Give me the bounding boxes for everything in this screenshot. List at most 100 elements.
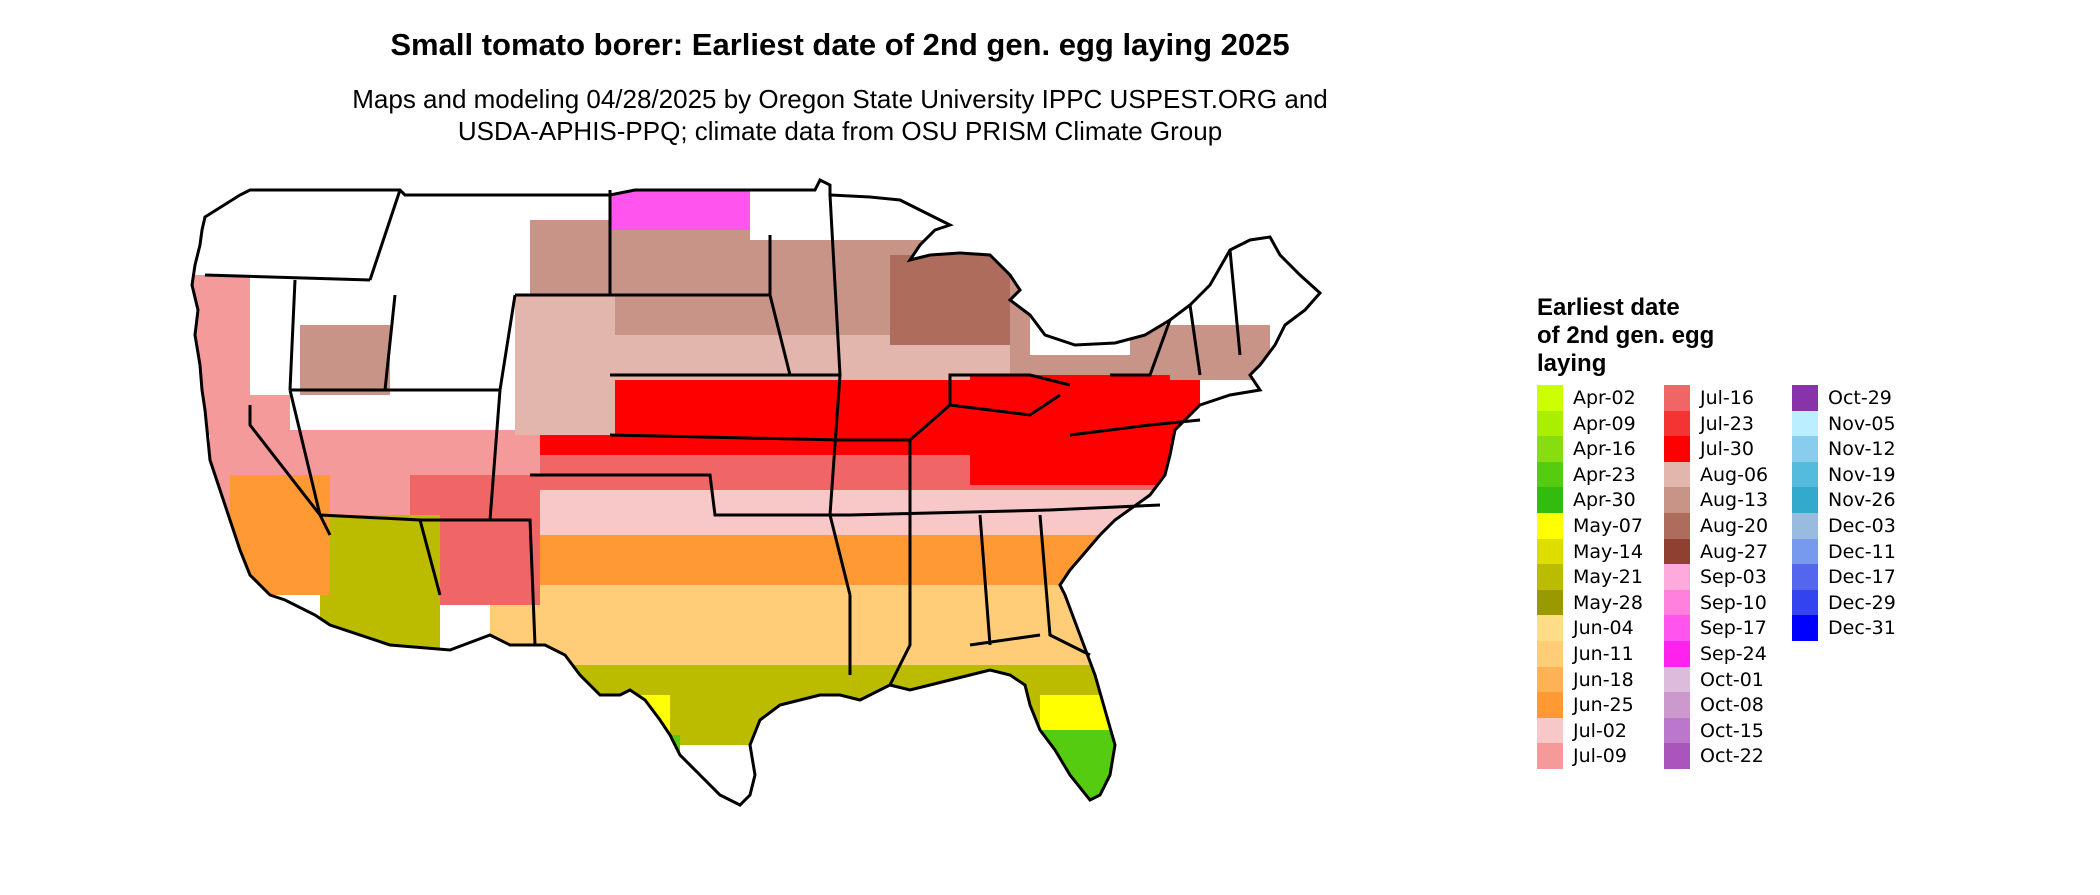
legend-swatch	[1792, 436, 1818, 462]
legend-swatch	[1664, 717, 1690, 744]
legend-swatch	[1664, 743, 1690, 769]
legend-label: Oct-15	[1700, 719, 1764, 742]
legend-item: Nov-12	[1792, 436, 1912, 462]
legend-label: Dec-31	[1828, 617, 1896, 640]
map-title: Small tomato borer: Earliest date of 2nd…	[390, 27, 1290, 62]
legend-item: May-21	[1537, 564, 1657, 590]
legend-label: May-21	[1573, 566, 1643, 589]
legend-item: Apr-16	[1537, 436, 1657, 462]
legend-swatch	[1792, 538, 1818, 565]
zone-mountain-mottle	[300, 325, 390, 395]
legend-item: Dec-31	[1792, 615, 1912, 641]
legend-item: Dec-17	[1792, 564, 1912, 590]
zone-wyoming-nebraska	[515, 295, 615, 435]
legend-item: Jul-02	[1537, 717, 1657, 744]
zone-texas-tip	[580, 735, 680, 805]
legend-item: Jul-23	[1664, 410, 1784, 437]
legend-item: Sep-24	[1664, 640, 1784, 667]
legend-item: Jun-04	[1537, 615, 1657, 641]
legend-item: Jul-09	[1537, 743, 1657, 769]
legend-label: May-07	[1573, 514, 1643, 537]
legend-item: Apr-23	[1537, 461, 1657, 488]
legend-swatch	[1792, 512, 1818, 539]
legend-label: Apr-16	[1573, 438, 1636, 461]
legend-swatch	[1664, 640, 1690, 667]
legend-label: Apr-30	[1573, 489, 1636, 512]
legend-swatch	[1792, 410, 1818, 437]
legend-label: Jul-02	[1573, 719, 1627, 742]
legend-swatch	[1537, 615, 1563, 641]
legend-swatch	[1664, 692, 1690, 718]
legend-column: Apr-02 Apr-09 Apr-16 Apr-23 Apr-30 May-07 May-…	[1537, 385, 1657, 769]
legend-item: Aug-13	[1664, 487, 1784, 513]
legend-item: Jun-18	[1537, 666, 1657, 693]
legend-title-line: of 2nd gen. egg	[1537, 322, 1715, 349]
legend-label: Jun-18	[1573, 668, 1634, 691]
zone-appalachia	[970, 375, 1170, 485]
legend-label: Jun-04	[1573, 617, 1634, 640]
legend-item: Jul-30	[1664, 436, 1784, 462]
legend-label: Jun-25	[1573, 694, 1634, 717]
map-subtitle-line-1: Maps and modeling 04/28/2025 by Oregon S…	[352, 84, 1328, 114]
legend-swatch	[1792, 589, 1818, 616]
legend-item: Apr-30	[1537, 487, 1657, 513]
legend-label: Apr-23	[1573, 463, 1636, 486]
legend-swatch	[1537, 436, 1563, 462]
legend-swatch	[1537, 743, 1563, 769]
legend-item: Dec-03	[1792, 512, 1912, 539]
legend-swatch	[1664, 538, 1690, 565]
legend-swatch	[1664, 436, 1690, 462]
legend-item: Aug-06	[1664, 461, 1784, 488]
legend-swatch	[1537, 487, 1563, 513]
legend-item: Apr-09	[1537, 410, 1657, 437]
legend-swatch	[1792, 487, 1818, 513]
zone-deep-south	[490, 585, 1170, 665]
legend-label: Jul-16	[1700, 387, 1754, 409]
zone-mid-south	[520, 490, 1200, 535]
legend-item: Dec-11	[1792, 538, 1912, 565]
legend-label: May-14	[1573, 540, 1643, 563]
legend-swatch	[1664, 512, 1690, 539]
legend-item: Oct-15	[1664, 717, 1784, 744]
legend-label: Dec-11	[1828, 540, 1896, 563]
us-choropleth-map	[190, 177, 1323, 807]
legend-item: Sep-10	[1664, 589, 1784, 616]
legend-swatch	[1664, 410, 1690, 437]
legend-label: Dec-17	[1828, 566, 1896, 589]
legend-item: Oct-01	[1664, 666, 1784, 693]
legend-item: Jul-16	[1664, 385, 1784, 411]
legend-item: Nov-05	[1792, 410, 1912, 437]
map-subtitle-line-2: USDA-APHIS-PPQ; climate data from OSU PR…	[457, 116, 1223, 146]
legend-swatch	[1537, 717, 1563, 744]
legend-item: Oct-08	[1664, 692, 1784, 718]
legend-item: May-07	[1537, 512, 1657, 539]
legend-column: Jul-16 Jul-23 Jul-30 Aug-06 Aug-13 Aug-20 Aug-…	[1664, 385, 1784, 769]
legend-swatch	[1664, 666, 1690, 693]
legend-label: Nov-19	[1828, 463, 1896, 486]
legend-swatch	[1537, 538, 1563, 565]
legend-label: Sep-17	[1700, 617, 1767, 640]
legend-swatch	[1792, 385, 1818, 411]
legend-swatch	[1537, 589, 1563, 616]
zone-south-texas	[580, 695, 670, 755]
legend-label: Oct-22	[1700, 745, 1764, 768]
legend-item: Nov-26	[1792, 487, 1912, 513]
zone-south-florida	[1040, 730, 1120, 805]
legend-title-line: laying	[1537, 350, 1607, 377]
state-lines-east	[909, 249, 1242, 657]
legend-label: May-28	[1573, 591, 1643, 614]
legend-swatch	[1792, 461, 1818, 488]
legend-label: Oct-29	[1828, 387, 1892, 409]
legend-item: May-14	[1537, 538, 1657, 565]
legend-label: Oct-01	[1700, 668, 1764, 691]
legend-item: May-28	[1537, 589, 1657, 616]
legend-label: Aug-13	[1700, 489, 1769, 512]
legend-swatch	[1537, 385, 1563, 411]
legend-swatch	[1537, 666, 1563, 693]
legend-label: Oct-08	[1700, 694, 1764, 717]
legend-swatch	[1537, 512, 1563, 539]
legend-label: Nov-12	[1828, 438, 1896, 461]
legend-item: Oct-22	[1664, 743, 1784, 769]
legend-item: Apr-02	[1537, 385, 1657, 411]
legend-swatch	[1792, 564, 1818, 590]
